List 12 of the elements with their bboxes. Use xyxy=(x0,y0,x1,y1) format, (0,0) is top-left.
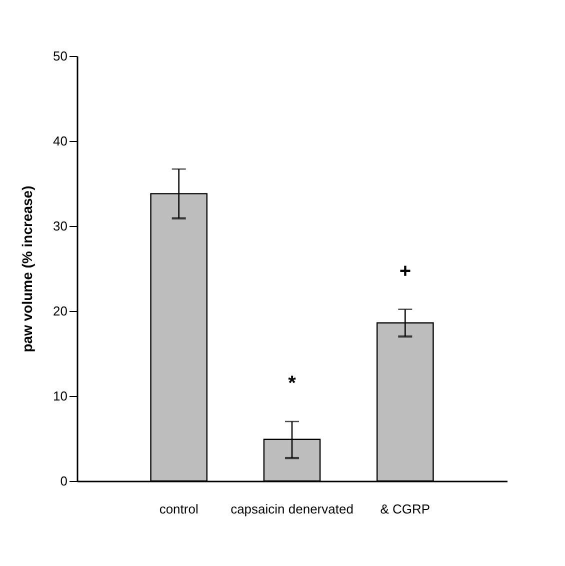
x-tick-label: control xyxy=(159,502,198,516)
y-tick-label: 50 xyxy=(53,48,68,64)
annotation: * xyxy=(288,372,296,394)
y-tick-label: 40 xyxy=(53,134,68,148)
x-tick-label: capsaicin denervated xyxy=(230,502,354,516)
annotation: + xyxy=(399,260,411,282)
y-tick-label: 0 xyxy=(60,474,68,488)
y-axis-title: paw volume (% increase) xyxy=(19,186,36,352)
y-tick-label: 10 xyxy=(53,388,68,404)
y-tick-label: 20 xyxy=(53,304,68,318)
y-tick-label: 30 xyxy=(53,218,68,234)
x-tick-label: & CGRP xyxy=(380,502,430,516)
